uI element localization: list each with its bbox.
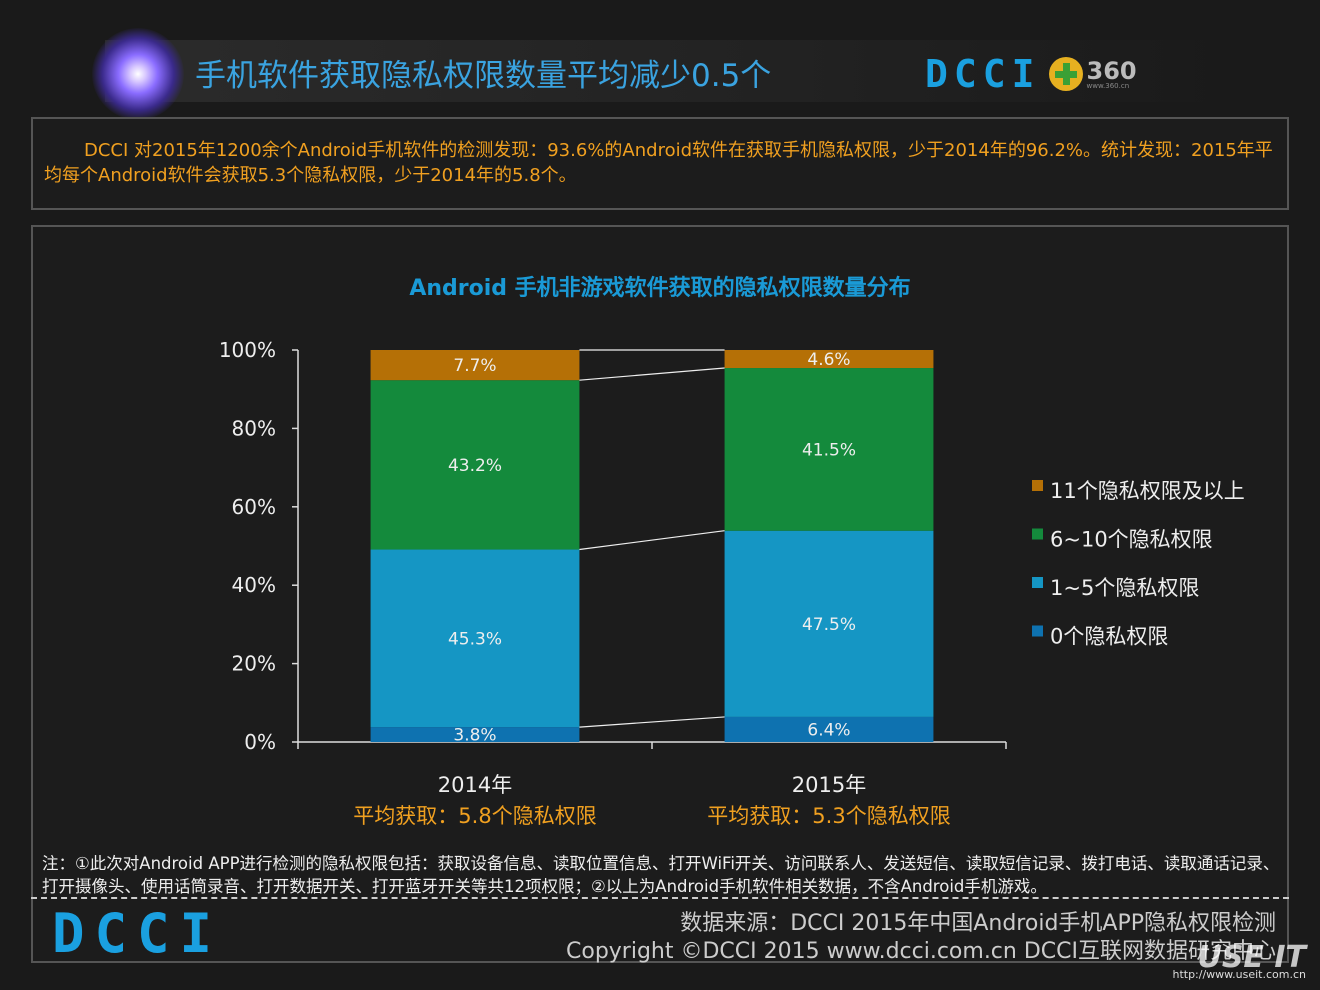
logo-360-url: www.360.cn [1086,81,1130,90]
data-label: 7.7% [453,356,496,376]
category-note: 平均获取：5.8个隐私权限 [353,804,596,828]
footnote: 注：①此次对Android APP进行检测的隐私权限包括：获取设备信息、读取位置… [42,854,1280,896]
data-label: 47.5% [802,615,856,635]
category-note: 平均获取：5.3个隐私权限 [707,804,950,828]
data-label: 45.3% [448,629,502,649]
data-source: 数据来源：DCCI 2015年中国Android手机APP隐私权限检测 [680,911,1276,936]
data-label: 41.5% [802,440,856,460]
y-tick-label: 60% [232,495,276,519]
copyright: Copyright ©DCCI 2015 www.dcci.com.cn DCC… [566,939,1276,964]
bar-segment [370,727,580,742]
dcci-footer-logo: DCCI [52,902,223,965]
legend-swatch [1032,528,1043,540]
header-logos: DCCI 360 www.360.cn [925,52,1137,96]
data-label: 43.2% [448,456,502,476]
logo-360-text: 360 [1086,56,1137,85]
category-label: 2015年 [792,773,866,797]
y-tick-label: 0% [244,730,276,754]
header-band [105,40,1235,102]
legend-label: 11个隐私权限及以上 [1050,479,1245,503]
chart-title: Android 手机非游戏软件获取的隐私权限数量分布 [409,276,911,301]
intro-box [31,117,1289,210]
dashed-divider [31,897,1289,899]
connector-line [579,716,725,728]
legend-swatch [1032,480,1043,491]
y-tick-label: 40% [232,573,276,597]
bar-segment [724,368,934,531]
y-tick-label: 100% [219,338,276,362]
bar-segment [370,380,580,550]
connector-line [579,367,725,381]
category-label: 2014年 [438,773,512,797]
chart-box [31,225,1289,963]
galaxy-orb-icon [92,28,184,120]
data-label: 6.4% [807,720,850,740]
logo-360: 360 www.360.cn [1048,56,1137,91]
legend-swatch [1032,577,1043,588]
bar-segment [370,549,580,728]
y-tick-label: 80% [232,416,276,440]
data-label: 4.6% [807,350,850,370]
y-tick-label: 20% [232,652,276,676]
connector-line [579,530,725,551]
bar-segment [724,350,934,369]
watermark: USE IT [1197,940,1306,975]
legend-swatch [1032,625,1043,637]
360-plus-icon [1048,57,1083,91]
data-label: 3.8% [453,726,496,746]
legend-label: 1~5个隐私权限 [1050,576,1199,600]
dcci-logo: DCCI [925,52,1041,96]
legend-label: 0个隐私权限 [1050,625,1168,649]
bar-segment [724,530,934,717]
bar-segment [370,350,580,381]
bar-segment [724,716,934,742]
legend-label: 6~10个隐私权限 [1050,528,1213,552]
watermark-url: http://www.useit.com.cn [1172,968,1306,981]
page-title: 手机软件获取隐私权限数量平均减少0.5个 [195,58,772,94]
intro-text: DCCI 对2015年1200余个Android手机软件的检测发现：93.6%的… [44,140,1273,186]
